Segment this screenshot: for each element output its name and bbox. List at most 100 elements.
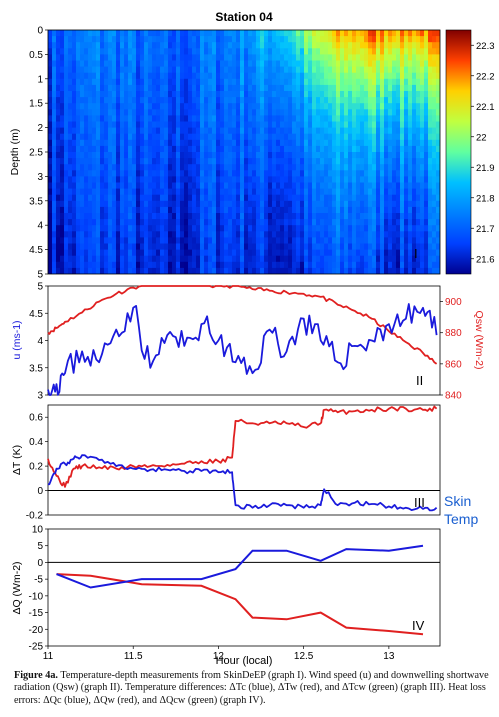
heatmap-cell (384, 54, 389, 62)
heatmap-cell (280, 66, 285, 74)
heatmap-cell (292, 84, 297, 92)
heatmap-cell (128, 60, 133, 68)
heatmap-cell (344, 188, 349, 196)
heatmap-cell (212, 109, 217, 116)
heatmap-cell (132, 267, 137, 274)
heatmap-cell (420, 182, 425, 190)
heatmap-cell (280, 109, 285, 116)
heatmap-cell (284, 133, 289, 141)
heatmap-cell (156, 66, 161, 74)
heatmap-cell (396, 109, 401, 116)
heatmap-cell (316, 182, 321, 190)
heatmap-cell (132, 97, 137, 104)
heatmap-cell (436, 200, 440, 208)
heatmap-cell (256, 237, 261, 245)
heatmap-cell (404, 91, 409, 98)
heatmap-cell (412, 36, 417, 43)
heatmap-cell (332, 206, 337, 214)
heatmap-cell (412, 97, 417, 104)
heatmap-y-tick-label: 2 (37, 123, 43, 134)
heatmap-cell (52, 60, 57, 68)
heatmap-cell (136, 48, 141, 55)
heatmap-cell (188, 152, 193, 159)
heatmap-cell (168, 97, 173, 104)
heatmap-cell (224, 91, 229, 98)
heatmap-cell (276, 213, 281, 220)
heatmap-cell (100, 103, 105, 110)
heatmap-cell (408, 170, 413, 177)
heatmap-cell (348, 84, 353, 92)
heatmap-cell (56, 115, 61, 123)
heatmap-cell (308, 133, 313, 141)
heatmap-cell (132, 54, 137, 62)
heatmap-cell (352, 213, 357, 220)
heatmap-cell (340, 243, 345, 251)
heatmap-cell (220, 219, 225, 226)
heatmap-cell (352, 30, 357, 37)
heatmap-cell (404, 225, 409, 232)
heatmap-cell (292, 188, 297, 196)
heatmap-cell (304, 78, 309, 86)
heatmap-cell (184, 200, 189, 208)
heatmap-cell (76, 176, 81, 184)
heatmap-cell (240, 109, 245, 116)
heatmap-cell (148, 91, 153, 98)
heatmap-cell (272, 249, 277, 257)
heatmap-cell (336, 121, 341, 129)
heatmap-cell (108, 127, 113, 135)
heatmap-cell (232, 103, 237, 110)
heatmap-cell (380, 255, 385, 263)
heatmap-cell (180, 36, 185, 43)
heatmap-cell (248, 84, 253, 92)
panel-ii-lines (47, 285, 438, 396)
heatmap-cell (292, 30, 297, 37)
heatmap-cell (404, 72, 409, 80)
heatmap-cell (388, 255, 393, 263)
heatmap-cell (224, 66, 229, 74)
heatmap-cell (196, 145, 201, 153)
heatmap-cell (344, 139, 349, 147)
heatmap-cell (192, 152, 197, 159)
heatmap-cell (124, 267, 129, 274)
heatmap-cell (68, 152, 73, 159)
heatmap-cell (396, 206, 401, 214)
heatmap-cell (84, 72, 89, 80)
heatmap-cell (340, 139, 345, 147)
heatmap-cell (172, 115, 177, 123)
heatmap-cell (192, 267, 197, 274)
heatmap-cell (336, 115, 341, 123)
heatmap-cell (324, 36, 329, 43)
heatmap-cell (304, 91, 309, 98)
heatmap-cell (432, 152, 437, 159)
heatmap-cell (296, 60, 301, 68)
heatmap-cell (56, 152, 61, 159)
heatmap-cell (260, 103, 265, 110)
heatmap-cell (436, 164, 440, 171)
heatmap-cell (292, 127, 297, 135)
heatmap-cell (240, 188, 245, 196)
heatmap-cell (128, 267, 133, 274)
heatmap-cell (184, 121, 189, 129)
heatmap-cell (152, 54, 157, 62)
heatmap-cell (284, 188, 289, 196)
heatmap-cell (116, 66, 121, 74)
heatmap-cell (56, 145, 61, 153)
heatmap-cell (152, 139, 157, 147)
heatmap-cell (188, 84, 193, 92)
heatmap-cell (136, 164, 141, 171)
heatmap-cell (188, 115, 193, 123)
x-tick-label: 11.5 (124, 651, 143, 662)
heatmap-cell (348, 206, 353, 214)
heatmap-cell (236, 139, 241, 147)
panel-iii-y-label: ΔT (K) (11, 445, 23, 475)
heatmap-cell (48, 213, 53, 220)
heatmap-cell (280, 152, 285, 159)
heatmap-cell (304, 219, 309, 226)
heatmap-cell (388, 267, 393, 274)
heatmap-cell (364, 97, 369, 104)
heatmap-y-tick-label: 1 (37, 74, 43, 85)
heatmap-cell (224, 103, 229, 110)
heatmap-cell (272, 145, 277, 153)
heatmap-cell (328, 182, 333, 190)
heatmap-cell (204, 231, 209, 238)
